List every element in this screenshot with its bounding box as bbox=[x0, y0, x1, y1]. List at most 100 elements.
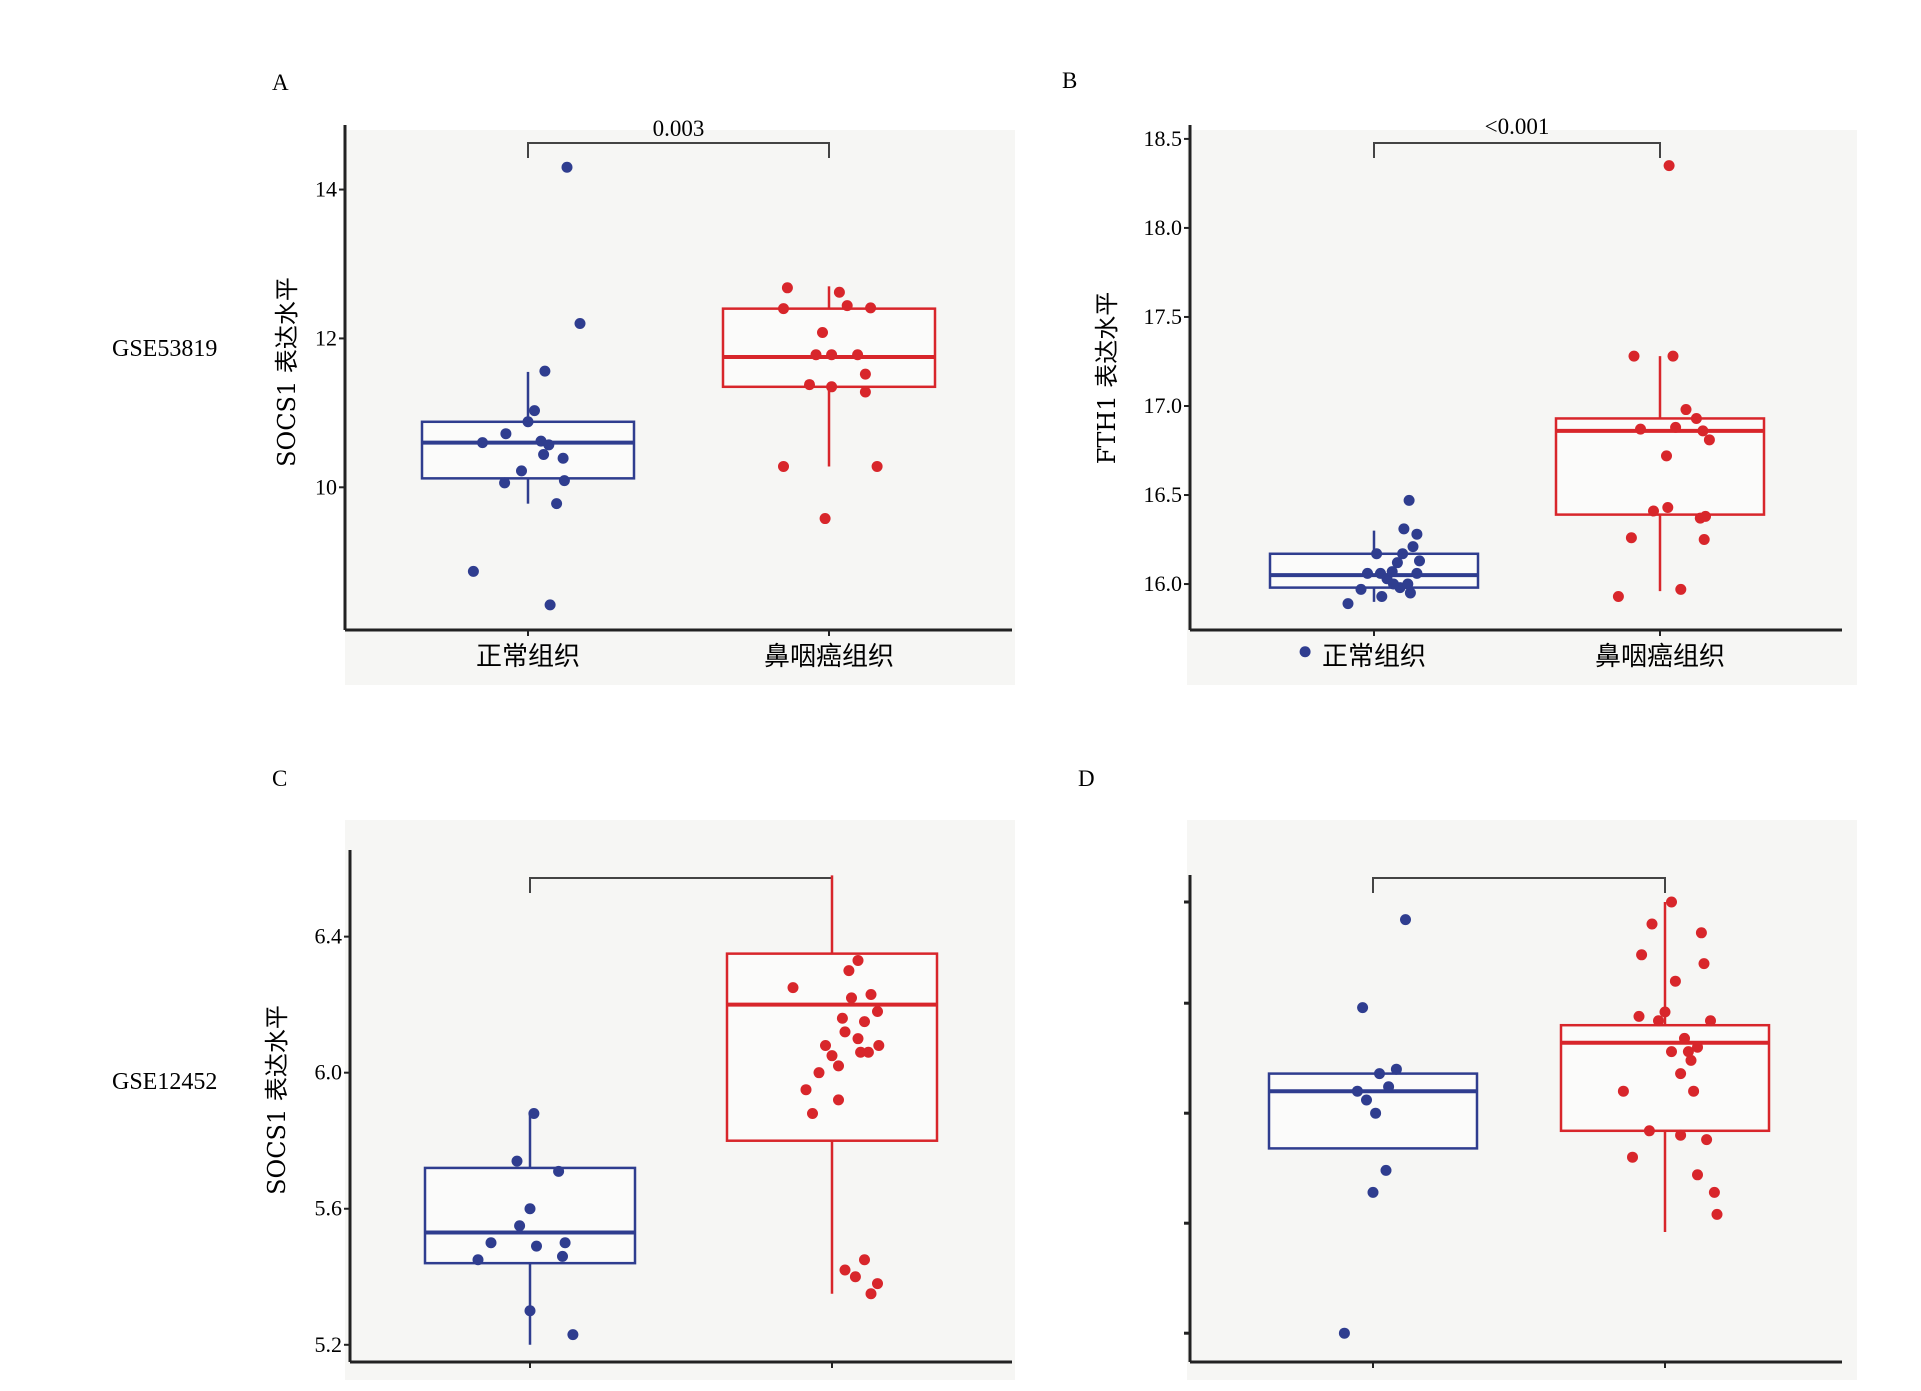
box-tumor bbox=[1559, 902, 1771, 1232]
data-point-tumor bbox=[1675, 583, 1687, 595]
data-point-tumor bbox=[817, 326, 828, 338]
data-point-tumor bbox=[855, 1046, 867, 1058]
box-tumor bbox=[725, 875, 939, 1294]
y-tick-label: 16.5 bbox=[1144, 482, 1183, 507]
data-point-tumor bbox=[865, 1288, 877, 1300]
data-point-tumor bbox=[1648, 505, 1659, 517]
data-point-normal bbox=[553, 1165, 565, 1177]
significance-bracket bbox=[527, 142, 830, 158]
data-point-tumor bbox=[1698, 534, 1710, 546]
y-tick-label: 12 bbox=[315, 325, 337, 350]
panel-b: B FTH1 表达水平 16.0 16.5 17.0 17.5 18.0 18.5 正常组织 鼻咽… bbox=[1062, 68, 1857, 685]
data-point-tumor bbox=[810, 349, 822, 361]
data-point-tumor bbox=[1701, 1134, 1713, 1146]
data-point-tumor bbox=[1690, 412, 1702, 424]
data-point-tumor bbox=[839, 1264, 851, 1276]
data-point-tumor bbox=[841, 300, 853, 312]
p-value-label: 0.003 bbox=[653, 116, 705, 141]
data-point-tumor bbox=[859, 1254, 870, 1266]
data-point-tumor bbox=[865, 302, 877, 314]
data-point-normal bbox=[1390, 1063, 1402, 1075]
data-point-normal bbox=[1338, 1327, 1350, 1339]
box-iqr bbox=[420, 420, 636, 480]
data-point-normal bbox=[1411, 528, 1423, 540]
y-axis-label: SOCS1 表达水平 bbox=[273, 277, 301, 467]
panel-background bbox=[1187, 130, 1857, 685]
data-point-tumor bbox=[1653, 1015, 1664, 1027]
data-point-normal bbox=[1411, 567, 1423, 579]
data-point-tumor bbox=[846, 992, 857, 1004]
data-point-normal bbox=[574, 318, 586, 330]
data-point-normal bbox=[551, 498, 563, 510]
data-point-normal bbox=[1355, 583, 1367, 595]
data-point-normal bbox=[544, 599, 556, 611]
data-point-normal bbox=[528, 1108, 540, 1120]
data-point-tumor bbox=[1646, 918, 1658, 930]
box-iqr bbox=[721, 307, 937, 389]
data-point-tumor bbox=[1675, 1129, 1687, 1141]
box-normal bbox=[423, 1113, 637, 1345]
data-point-tumor bbox=[872, 1005, 883, 1017]
data-point-tumor bbox=[781, 282, 793, 294]
x-tick-label-tumor: 鼻咽癌组织 bbox=[764, 642, 894, 672]
data-point-tumor bbox=[1667, 350, 1679, 362]
data-point-tumor bbox=[800, 1084, 812, 1096]
box-normal bbox=[1268, 530, 1480, 602]
y-tick-label: 18.5 bbox=[1144, 126, 1183, 151]
data-point-tumor bbox=[778, 460, 789, 472]
data-point-normal bbox=[1374, 1068, 1385, 1080]
data-point-normal bbox=[472, 1254, 484, 1266]
data-point-tumor bbox=[1625, 532, 1637, 544]
data-point-normal bbox=[1370, 1107, 1382, 1119]
data-point-normal bbox=[1371, 548, 1383, 560]
data-point-tumor bbox=[1666, 896, 1677, 908]
data-point-normal bbox=[1351, 1085, 1363, 1097]
data-point-normal bbox=[1367, 1186, 1379, 1198]
y-tick-label: 6.4 bbox=[315, 924, 343, 949]
data-point-normal bbox=[1402, 578, 1414, 590]
data-point-tumor bbox=[843, 965, 855, 977]
data-point-normal bbox=[567, 1329, 579, 1341]
data-point-normal bbox=[1398, 523, 1410, 535]
data-point-tumor bbox=[804, 379, 815, 391]
panel-letter: B bbox=[1062, 68, 1077, 93]
y-tick-label: 16.0 bbox=[1144, 571, 1183, 596]
data-point-normal bbox=[557, 452, 569, 464]
data-point-tumor bbox=[787, 982, 799, 994]
data-point-normal bbox=[499, 477, 511, 489]
data-point-tumor bbox=[859, 386, 871, 398]
data-point-tumor bbox=[1666, 1046, 1677, 1058]
data-point-tumor bbox=[1695, 927, 1707, 939]
y-tick-label: 14 bbox=[315, 177, 337, 202]
data-point-normal bbox=[1407, 541, 1419, 553]
data-point-normal bbox=[516, 465, 527, 477]
data-point-normal bbox=[1403, 494, 1415, 506]
data-point-normal bbox=[539, 365, 551, 377]
data-point-tumor bbox=[1703, 434, 1715, 446]
data-point-tumor bbox=[872, 1278, 883, 1290]
data-point-tumor bbox=[1685, 1054, 1697, 1066]
data-point-tumor bbox=[833, 1094, 844, 1106]
data-point-tumor bbox=[1636, 949, 1648, 961]
box-iqr bbox=[1268, 552, 1480, 589]
box-tumor bbox=[1554, 356, 1766, 592]
data-point-normal bbox=[559, 1237, 571, 1249]
data-point-tumor bbox=[1643, 1125, 1655, 1137]
data-point-tumor bbox=[778, 303, 789, 315]
data-point-tumor bbox=[826, 381, 838, 393]
y-tick-label: 17.0 bbox=[1144, 393, 1183, 418]
data-point-normal bbox=[1397, 548, 1409, 560]
y-tick-label: 17.5 bbox=[1144, 304, 1183, 329]
p-value-label: <0.001 bbox=[1485, 114, 1550, 139]
data-point-tumor bbox=[1675, 1068, 1687, 1080]
data-point-normal bbox=[529, 405, 540, 417]
data-point-normal bbox=[500, 428, 512, 440]
data-point-tumor bbox=[1697, 425, 1709, 437]
data-point-tumor bbox=[1692, 1041, 1703, 1053]
box-iqr bbox=[423, 1166, 637, 1265]
x-tick-label-normal: 正常组织 bbox=[1322, 642, 1426, 672]
box-iqr bbox=[1554, 417, 1766, 516]
panel-a: A SOCS1 表达水平 10 12 14 正常组织 鼻咽癌组织 0.003 bbox=[272, 70, 1015, 685]
data-point-normal bbox=[1414, 555, 1425, 567]
panel-d: D bbox=[1078, 766, 1857, 1380]
